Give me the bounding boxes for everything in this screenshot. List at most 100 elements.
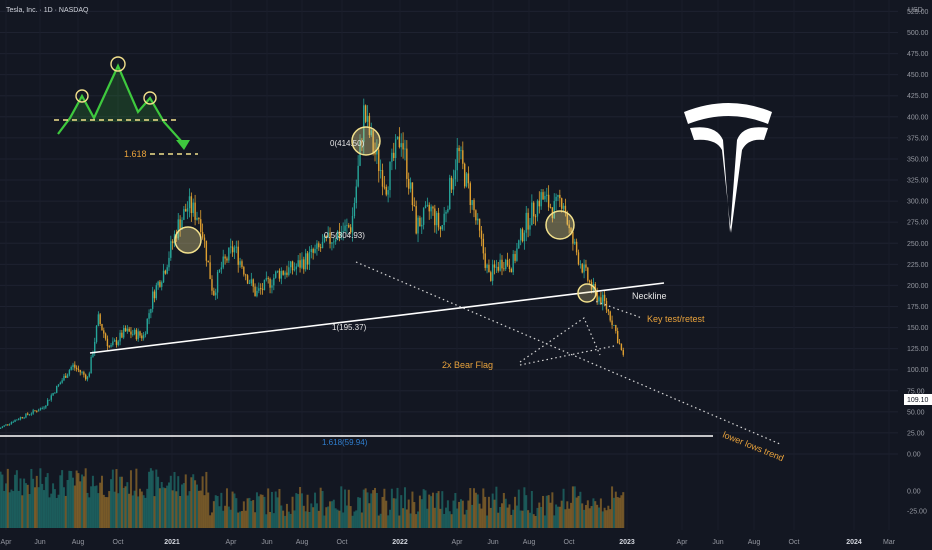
volume-bar — [308, 511, 311, 528]
candle-body — [161, 282, 163, 287]
volume-bar — [3, 490, 6, 528]
volume-bar — [190, 477, 193, 528]
volume-bar — [310, 503, 313, 528]
candle-body — [475, 210, 477, 221]
volume-bar — [151, 470, 154, 528]
volume-bar — [153, 496, 156, 528]
volume-bar — [536, 507, 539, 528]
svg-text:109.10: 109.10 — [907, 397, 929, 404]
candle-body — [130, 331, 132, 335]
candle-body — [57, 384, 60, 387]
volume-bar — [340, 486, 343, 528]
candle-body — [166, 267, 168, 274]
candle-body — [609, 311, 611, 321]
candle-body — [181, 219, 183, 230]
volume-bar — [387, 515, 390, 528]
candle-body — [157, 281, 159, 286]
volume-bar — [570, 502, 573, 528]
candle-body — [583, 264, 585, 273]
volume-bar — [607, 505, 610, 528]
candle-body — [171, 241, 174, 244]
volume-bar — [586, 500, 589, 528]
volume-bar — [231, 491, 234, 528]
y-tick-label: 350.00 — [907, 156, 929, 163]
x-tick-label: Oct — [113, 539, 124, 546]
volume-bar — [139, 488, 142, 528]
candle-body — [385, 186, 387, 195]
candle-body — [574, 241, 576, 244]
candle-body — [269, 279, 271, 288]
candle-body — [605, 301, 608, 310]
candle-body — [103, 330, 105, 334]
volume-bar — [192, 474, 195, 528]
candle-body — [333, 241, 335, 243]
x-tick-label: Jun — [712, 539, 723, 546]
y-tick-label: 150.00 — [907, 325, 929, 332]
candle-body — [505, 259, 507, 269]
volume-bar — [439, 508, 442, 528]
volume-bar — [140, 491, 143, 528]
candle-body — [413, 205, 416, 207]
volume-bar — [566, 501, 569, 528]
volume-bar — [70, 471, 73, 528]
key-test-label: Key test/retest — [647, 314, 705, 324]
volume-bar — [418, 495, 421, 528]
volume-bar — [175, 491, 178, 528]
volume-bar — [257, 496, 260, 528]
candle-body — [447, 209, 449, 212]
volume-bar — [315, 503, 318, 528]
candle-body — [162, 270, 165, 283]
candle-body — [284, 272, 286, 275]
volume-bar — [321, 491, 324, 528]
candle-body — [14, 419, 16, 422]
volume-bar — [374, 487, 377, 528]
candle-body — [557, 194, 559, 197]
y-tick-label: 525.00 — [907, 9, 929, 16]
candle-body — [211, 279, 213, 291]
volume-bar — [405, 509, 408, 528]
volume-bar — [377, 515, 380, 528]
volume-bar — [381, 496, 384, 528]
volume-bar — [270, 491, 273, 528]
volume-bar — [622, 492, 625, 528]
candle-body — [273, 277, 275, 286]
candle-body — [432, 206, 434, 209]
volume-bar — [37, 487, 40, 528]
volume-bar — [450, 514, 453, 528]
candle-body — [357, 165, 359, 187]
candle-body — [170, 241, 172, 258]
candle-body — [86, 376, 89, 380]
volume-bar — [317, 510, 320, 528]
y-tick-label: 75.00 — [907, 388, 925, 395]
candle-body — [46, 399, 49, 406]
volume-bar — [549, 502, 552, 528]
volume-bar — [24, 483, 27, 528]
volume-bar — [32, 478, 35, 528]
volume-bar — [493, 499, 496, 528]
candle-body — [207, 260, 209, 263]
candle-body — [374, 152, 376, 155]
grid — [0, 10, 898, 455]
fib-05-label: 0.5(304.93) — [324, 231, 365, 240]
candle-body — [201, 231, 204, 238]
candle-body — [155, 285, 158, 299]
y-tick-label: 400.00 — [907, 114, 929, 121]
candle-body — [387, 190, 389, 195]
candle-body — [124, 328, 127, 332]
candle-body — [323, 235, 326, 242]
candle-body — [295, 266, 298, 270]
volume-bar — [244, 510, 247, 528]
volume-bar — [267, 488, 270, 528]
candle-body — [585, 264, 587, 268]
candle-body — [467, 173, 470, 184]
candle-body — [312, 249, 314, 253]
candle-body — [458, 147, 460, 152]
candle-body — [521, 229, 524, 242]
volume-bar — [319, 487, 322, 528]
volume-bar — [555, 504, 558, 528]
candle-body — [10, 422, 13, 424]
candle-body — [493, 264, 496, 268]
volume-bar — [422, 489, 425, 528]
candle-body — [220, 267, 223, 270]
